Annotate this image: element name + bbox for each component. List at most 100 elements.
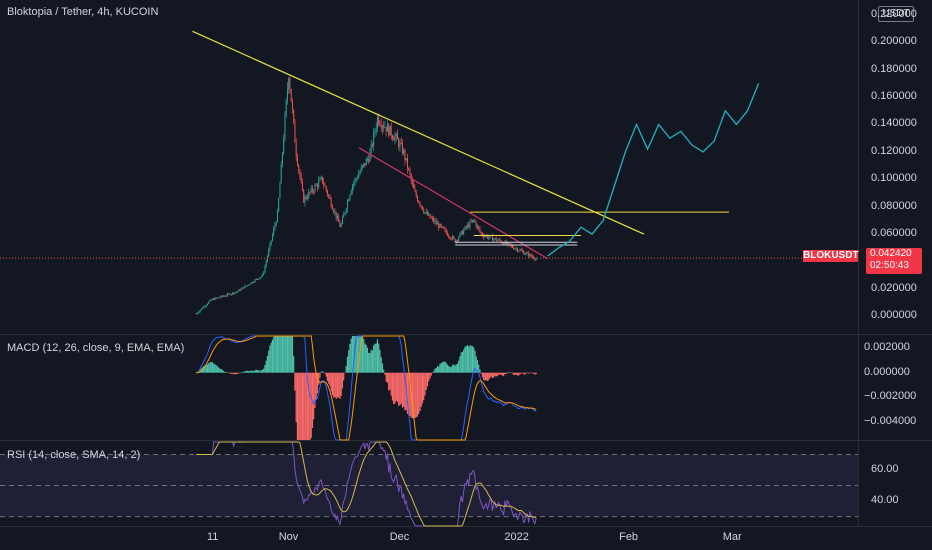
macd-histogram-bar (493, 372, 495, 378)
macd-histogram-bar (243, 372, 245, 373)
candle-body (448, 235, 450, 237)
candle-body (456, 240, 458, 242)
candle-body (489, 235, 491, 238)
macd-histogram-bar (378, 343, 380, 373)
macd-title: MACD (12, 26, close, 9, EMA, EMA) (7, 342, 185, 354)
candle-body (268, 249, 270, 257)
candle-body (265, 261, 267, 267)
macd-histogram-bar (480, 372, 482, 374)
candle-body (413, 183, 415, 189)
candle-body (246, 284, 248, 286)
macd-histogram-bar (363, 338, 365, 373)
macd-histogram-bar (463, 349, 465, 373)
candle-body (369, 152, 371, 162)
candle-body (213, 298, 215, 300)
candle-body (486, 235, 488, 239)
candle-body (384, 127, 386, 129)
macd-histogram-bar (471, 346, 474, 373)
candle-body (343, 214, 345, 218)
candle-body (301, 181, 303, 190)
candle-body (416, 196, 418, 201)
candle-body (196, 312, 198, 314)
macd-histogram-bar (303, 372, 305, 440)
candle-body (274, 224, 276, 229)
candle-body (435, 220, 437, 224)
time-tick-label: Mar (722, 531, 742, 543)
candle-body (281, 152, 283, 164)
macd-histogram-bar (269, 345, 271, 373)
macd-histogram-bar (335, 372, 337, 399)
macd-histogram-bar (386, 372, 389, 383)
currency-button[interactable]: USDT (878, 6, 914, 22)
macd-histogram-bar (528, 372, 530, 374)
projection-path (547, 83, 760, 257)
macd-histogram-bar (234, 372, 236, 375)
candle-body (205, 305, 207, 307)
candle-body (229, 293, 231, 295)
candle-body (458, 237, 460, 241)
time-tick-label: Nov (278, 531, 299, 543)
macd-histogram-bar (373, 345, 375, 373)
macd-histogram-bar (489, 372, 491, 379)
macd-histogram-bar (325, 372, 327, 377)
macd-histogram-bar (326, 372, 329, 381)
macd-histogram-bar (406, 372, 409, 414)
macd-histogram-bar (414, 372, 416, 418)
candle-body (306, 197, 308, 199)
candle-body (418, 200, 420, 203)
candle-body (208, 301, 210, 304)
macd-histogram-bar (275, 336, 277, 373)
macd-histogram-bar (505, 372, 507, 374)
candle-body (421, 206, 423, 210)
candle-body (270, 240, 272, 244)
candle-body (245, 285, 247, 287)
candle-body (494, 238, 496, 240)
macd-histogram-bar (425, 372, 427, 391)
price-tick-label: 0.220000 (871, 7, 917, 20)
macd-histogram (195, 336, 537, 440)
candle-body (380, 125, 382, 128)
macd-histogram-bar (408, 372, 410, 415)
candle-body (269, 243, 271, 250)
macd-histogram-bar (268, 350, 270, 373)
macd-histogram-bar (236, 372, 239, 375)
macd-histogram-bar (195, 372, 197, 374)
macd-histogram-bar (465, 346, 467, 373)
candle-body (466, 224, 468, 228)
candle-body (359, 171, 361, 175)
macd-histogram-bar (418, 372, 420, 414)
candle-body (250, 282, 252, 285)
candle-body (299, 170, 301, 177)
candle-body (293, 109, 295, 122)
macd-histogram-bar (244, 371, 246, 373)
candle-body (379, 123, 381, 126)
candle-body (389, 125, 391, 136)
candle-body (296, 156, 298, 166)
candle-body (303, 189, 305, 203)
macd-histogram-bar (345, 366, 347, 373)
candle-body (530, 254, 532, 257)
candle-body (511, 245, 513, 248)
candle-body (221, 295, 223, 297)
macd-histogram-bar (210, 362, 212, 373)
candle-body (239, 289, 241, 291)
macd-histogram-bar (334, 372, 336, 398)
candle-body (411, 180, 413, 184)
macd-histogram-bar (455, 364, 457, 373)
candle-body (495, 238, 497, 241)
macd-histogram-bar (309, 372, 311, 440)
candle-body (391, 135, 393, 139)
macd-histogram-bar (351, 336, 354, 373)
macd-histogram-bar (261, 369, 264, 373)
candle-body (329, 196, 331, 199)
candle-body (474, 219, 476, 223)
candle-body (313, 191, 315, 193)
macd-histogram-bar (491, 372, 494, 379)
macd-histogram-bar (396, 372, 399, 402)
time-tick-label: 2022 (504, 531, 529, 543)
candle-body (508, 242, 510, 244)
candle-body (523, 251, 525, 255)
macd-histogram-bar (466, 344, 469, 373)
candle-body (491, 235, 493, 241)
